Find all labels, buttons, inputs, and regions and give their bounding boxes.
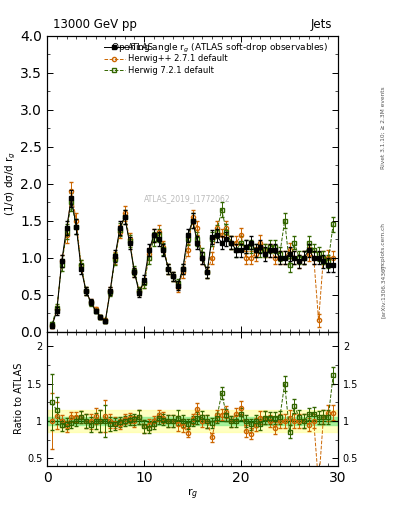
Text: mcplots.cern.ch: mcplots.cern.ch [381, 222, 386, 269]
Y-axis label: Ratio to ATLAS: Ratio to ATLAS [14, 363, 24, 434]
Text: Rivet 3.1.10; ≥ 2.3M events: Rivet 3.1.10; ≥ 2.3M events [381, 87, 386, 169]
Y-axis label: (1/σ) dσ/d r$_g$: (1/σ) dσ/d r$_g$ [3, 151, 18, 217]
Text: [arXiv:1306.3436]: [arXiv:1306.3436] [381, 265, 386, 318]
Text: Jets: Jets [310, 18, 332, 31]
Legend: ATLAS, Herwig++ 2.7.1 default, Herwig 7.2.1 default: ATLAS, Herwig++ 2.7.1 default, Herwig 7.… [104, 43, 228, 75]
Text: Opening angle r$_g$ (ATLAS soft-drop observables): Opening angle r$_g$ (ATLAS soft-drop obs… [111, 42, 329, 55]
Bar [47, 410, 338, 432]
Text: 13000 GeV pp: 13000 GeV pp [53, 18, 137, 31]
Bar [47, 417, 338, 425]
X-axis label: r$_g$: r$_g$ [187, 486, 198, 502]
Text: ATLAS_2019_I1772062: ATLAS_2019_I1772062 [143, 194, 230, 203]
